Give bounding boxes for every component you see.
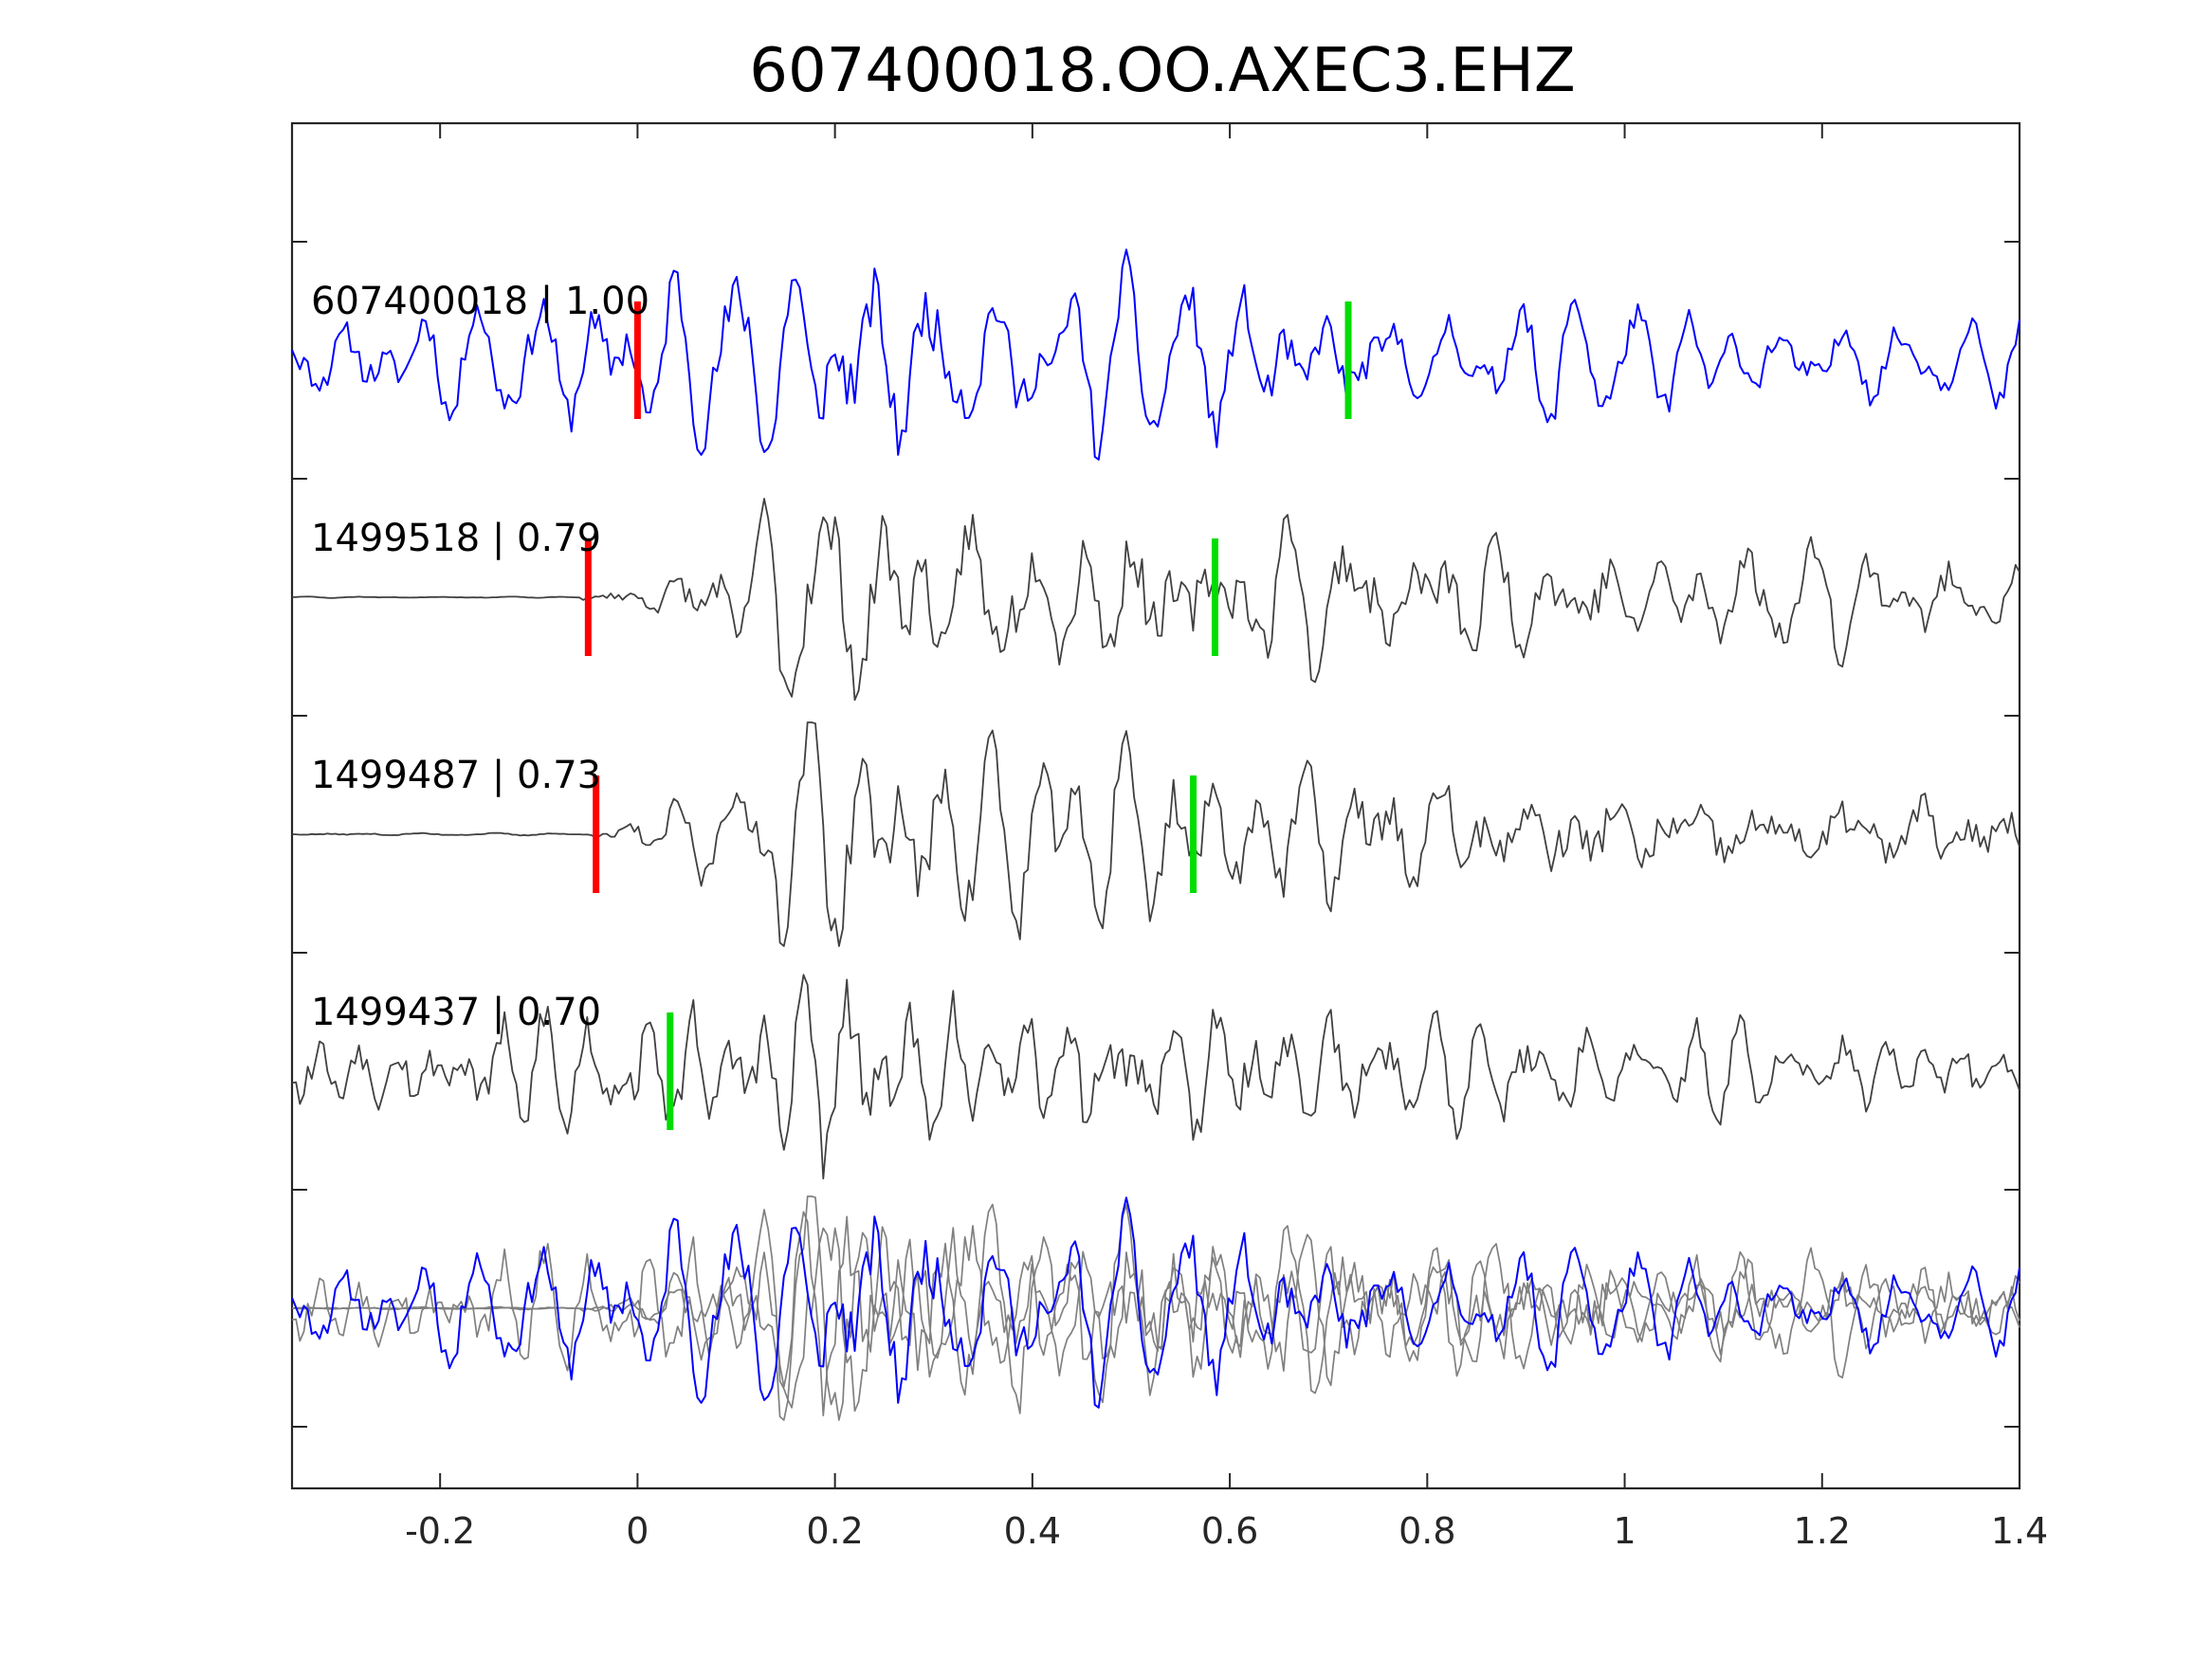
trace-2-waveform [291, 498, 2020, 702]
x-tick-label: 0.2 [806, 1510, 863, 1552]
overlay-trace-2 [291, 1209, 2020, 1413]
x-tick-label: 0.8 [1398, 1510, 1455, 1552]
x-tick-label: 1.4 [1991, 1510, 2048, 1552]
x-tick-label: 0.6 [1201, 1510, 1258, 1552]
plot-area: -0.2 0 0.2 0.4 0.6 0.8 1 1.2 1.4 607400018 | 1.00… [290, 121, 2048, 1552]
x-tick-label: -0.2 [405, 1510, 475, 1552]
chart-title: 607400018.OO.AXEC3.EHZ [749, 36, 1576, 106]
trace-3-waveform [291, 721, 2020, 947]
overlay-trace-1 [291, 1196, 2020, 1409]
overlay-trace-4 [291, 1211, 2020, 1417]
x-tick-label: 1.2 [1794, 1510, 1851, 1552]
x-tick-label: 0 [626, 1510, 649, 1552]
trace-4-waveform [291, 974, 2020, 1180]
x-tick-label: 0.4 [1004, 1510, 1061, 1552]
trace-3-label: 1499487 | 0.73 [311, 754, 601, 797]
trace-4-label: 1499437 | 0.70 [311, 991, 601, 1034]
axes-box [290, 121, 2021, 1490]
trace-1-label: 607400018 | 1.00 [311, 280, 649, 323]
trace-2-label: 1499518 | 0.79 [311, 517, 601, 560]
x-tick-label: 1 [1613, 1510, 1636, 1552]
trace-1-waveform [291, 248, 2020, 461]
